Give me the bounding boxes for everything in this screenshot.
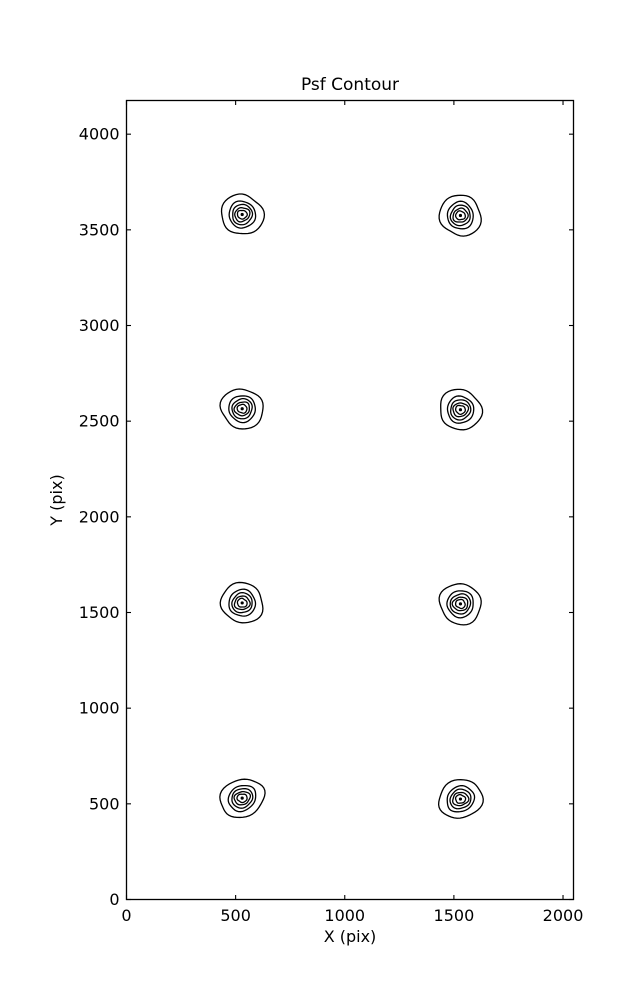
contour-ring [233,790,252,806]
contour-ring [449,204,471,227]
peak-dot [458,797,463,801]
x-axis-label: X (pix) [324,927,377,946]
contour-ring [236,209,248,220]
x-tick-label: 1000 [324,906,365,925]
contour-ring [232,203,254,226]
contour-ring [452,207,469,223]
contour-ring [446,395,475,424]
contour-blob [220,193,266,235]
axis-tick-labels: 0 500 1000 1500 2000 0 500 1000 1500 2000 2500 3000… [79,125,584,925]
contour-ring [231,397,253,420]
y-tick-label: 2500 [79,412,120,431]
axis-ticks [125,100,574,901]
contour-ring [236,793,248,804]
contour-ring [233,595,251,611]
y-tick-label: 2000 [79,507,120,526]
contour-ring [219,581,264,624]
y-axis-label: Y (pix) [47,474,66,526]
peak-dot [458,213,463,218]
y-tick-label: 1500 [79,603,120,622]
contour-ring [228,200,257,229]
peak-dot [240,601,244,605]
peak-dot [458,602,463,606]
y-tick-label: 1000 [79,699,120,718]
contour-ring [452,791,470,807]
contour-blob [219,778,266,819]
contour-blob [440,388,484,431]
contour-blobs [219,193,484,819]
peak-dot [240,212,244,217]
contour-ring [449,593,472,615]
peak-dot [240,796,244,800]
peak-dot [458,408,463,412]
contour-ring [438,194,482,237]
contour-ring [446,785,476,813]
contour-ring [454,404,466,416]
peak-dot [240,407,244,411]
contour-ring [233,401,251,417]
x-tick-label: 500 [220,906,251,925]
contour-blob [219,388,264,430]
figure-title: Psf Contour [301,75,399,95]
contour-ring [219,778,266,819]
contour-ring [451,596,469,612]
contour-ring [227,784,257,813]
x-tick-label: 1500 [434,906,475,925]
contour-ring [437,779,484,819]
contour-blob [437,779,484,819]
contour-ring [450,399,472,421]
y-tick-label: 500 [89,794,120,813]
contour-ring [236,597,248,608]
contour-blob [219,581,264,624]
contour-ring [219,388,264,430]
x-tick-label: 2000 [543,906,584,925]
y-tick-label: 4000 [79,125,120,144]
contour-ring [449,788,472,810]
contour-ring [454,598,466,610]
contour-ring [440,388,484,431]
contour-ring [446,590,474,619]
contour-ring [454,210,466,221]
contour-ring [228,588,257,617]
contour-ring [220,193,266,235]
contour-ring [231,787,254,809]
contour-ring [234,207,251,223]
contour-ring [454,793,467,804]
contour-ring [446,200,474,230]
y-tick-label: 0 [109,890,119,909]
contour-ring [231,591,253,614]
plot-border [125,99,575,901]
contour-ring [438,583,482,626]
contour-ring [228,395,256,424]
x-tick-label: 0 [121,906,131,925]
y-tick-label: 3500 [79,220,120,239]
contour-ring [236,403,248,414]
contour-ring [452,402,470,418]
contour-blob [438,194,482,237]
contour-blob [438,583,482,626]
y-tick-label: 3000 [79,316,120,335]
